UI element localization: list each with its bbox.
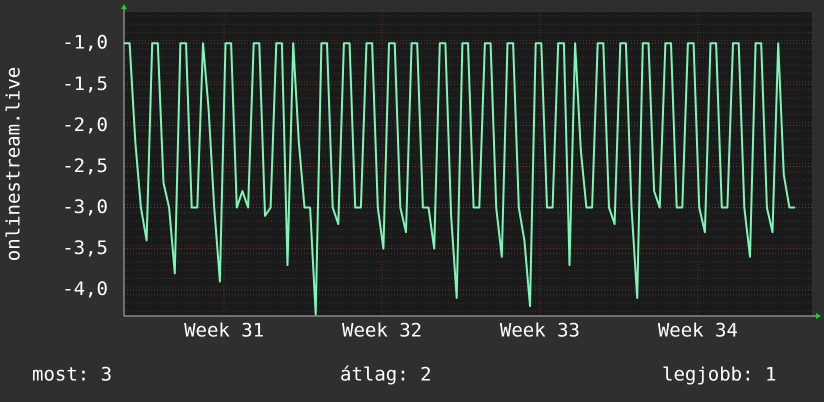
y-tick-label: -2,5 [62,155,108,177]
axis-arrow [121,4,127,9]
y-tick-label: -2,0 [62,114,108,136]
y-tick-label: -4,0 [62,278,108,300]
y-tick-label: -1,5 [62,73,108,95]
legend-stat: most: 3 [32,364,112,386]
y-axis-label: onlinestream.live [3,67,25,261]
y-tick-label: -1,0 [62,32,108,54]
legend-stat: legjobb: 1 [662,364,776,386]
axis-arrow [816,313,821,319]
x-tick-label: Week 32 [342,320,422,342]
x-tick-label: Week 33 [500,320,580,342]
y-tick-label: -3,5 [62,237,108,259]
x-tick-label: Week 34 [658,320,738,342]
legend-stat: átlag: 2 [340,364,432,386]
x-tick-label: Week 31 [184,320,264,342]
y-tick-label: -3,0 [62,196,108,218]
data-line [124,42,796,316]
